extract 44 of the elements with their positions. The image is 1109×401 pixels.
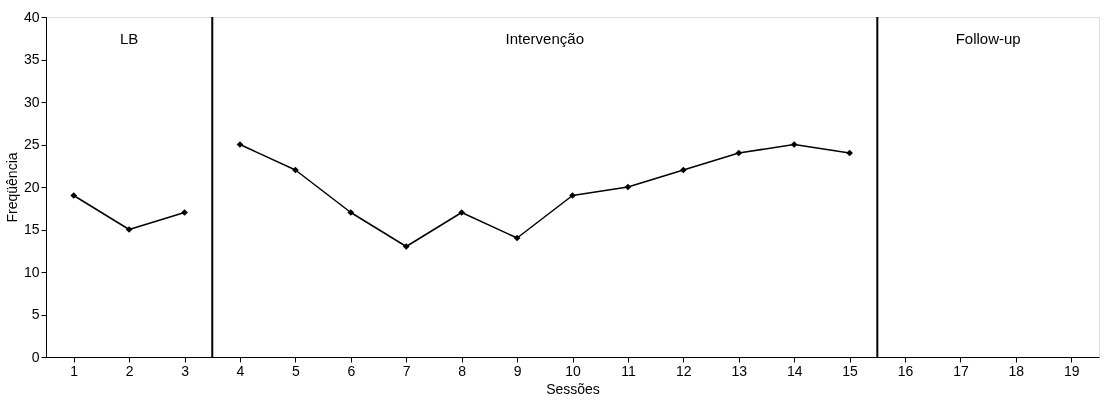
x-tick-label: 17 <box>953 362 969 379</box>
y-tick-label: 0 <box>31 348 40 365</box>
x-tick-label: 12 <box>676 362 692 379</box>
point <box>735 149 743 157</box>
x-tick-label: 15 <box>842 362 859 379</box>
y-tick-label: 20 <box>23 178 40 195</box>
point <box>347 209 355 216</box>
x-tick-label: 10 <box>565 362 581 379</box>
point <box>70 192 78 199</box>
x-tick-label: 14 <box>786 362 803 379</box>
x-tick-label: 19 <box>1064 362 1080 379</box>
y-tick-label: 30 <box>23 93 40 110</box>
point <box>569 192 576 199</box>
x-tick-label: 11 <box>621 362 636 379</box>
x-tick-label: 13 <box>731 362 748 379</box>
point <box>513 234 521 242</box>
x-tick-label: 6 <box>347 362 356 379</box>
y-tick-label: 10 <box>23 263 40 280</box>
y-tick-label: 40 <box>23 8 40 25</box>
x-tick-label: 4 <box>236 362 245 379</box>
x-tick-label: 8 <box>458 362 467 379</box>
point <box>679 166 687 174</box>
y-axis-title: Freqüência <box>3 152 20 223</box>
y-tick-label: 5 <box>31 306 40 322</box>
x-tick-label: 2 <box>125 362 134 379</box>
y-tick-label: 25 <box>23 136 40 152</box>
x-tick-label: 18 <box>1008 362 1025 379</box>
x-axis-title: Sessões <box>546 380 600 397</box>
point <box>181 209 188 216</box>
point <box>458 209 466 216</box>
point <box>402 243 410 250</box>
x-tick-label: 5 <box>292 362 300 379</box>
x-tick-label: 9 <box>513 362 522 379</box>
point <box>790 141 798 148</box>
annotation: Intervenção <box>505 30 584 47</box>
annotation: Follow-up <box>955 30 1021 47</box>
point <box>624 183 632 191</box>
x-tick-label: 1 <box>70 362 79 379</box>
annotation: LB <box>119 30 139 47</box>
y-tick-label: 35 <box>23 51 40 67</box>
y-tick-label: 15 <box>23 221 40 237</box>
x-tick-label: 3 <box>181 362 190 379</box>
x-tick-label: 16 <box>897 362 914 379</box>
x-tick-label: 7 <box>402 362 411 379</box>
